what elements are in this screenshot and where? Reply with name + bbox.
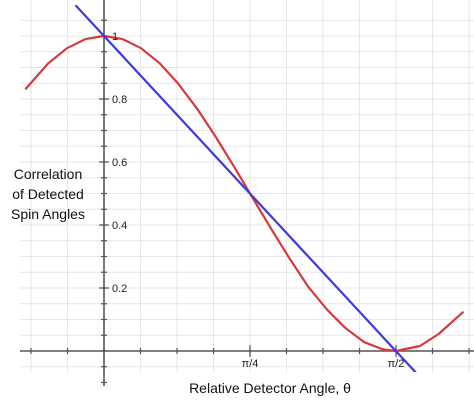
series-line-blue xyxy=(74,4,417,372)
x-tick-label: π/2 xyxy=(388,358,405,370)
series-layer xyxy=(24,4,464,372)
y-tick-label: 0.4 xyxy=(112,220,127,232)
y-tick-label: 0.6 xyxy=(112,157,127,169)
tick-labels: 0.2 0.4 0.6 0.8 1 π/4 π/2 xyxy=(112,31,404,370)
x-axis-title: Relative Detector Angle, θ xyxy=(189,380,351,396)
y-axis-title-line-3: Spin Angles xyxy=(11,206,85,222)
y-axis-title-line-2: of Detected xyxy=(12,186,84,202)
y-tick-label: 0.8 xyxy=(112,94,127,106)
x-tick-label: π/4 xyxy=(242,358,259,370)
series-line-red xyxy=(24,34,464,353)
y-axis-title-line-1: Correlation xyxy=(13,166,83,182)
y-tick-label: 0.2 xyxy=(112,283,127,295)
y-axis-title: Correlation of Detected Spin Angles xyxy=(0,164,96,224)
grid xyxy=(20,0,474,372)
y-tick-label: 1 xyxy=(112,31,118,43)
